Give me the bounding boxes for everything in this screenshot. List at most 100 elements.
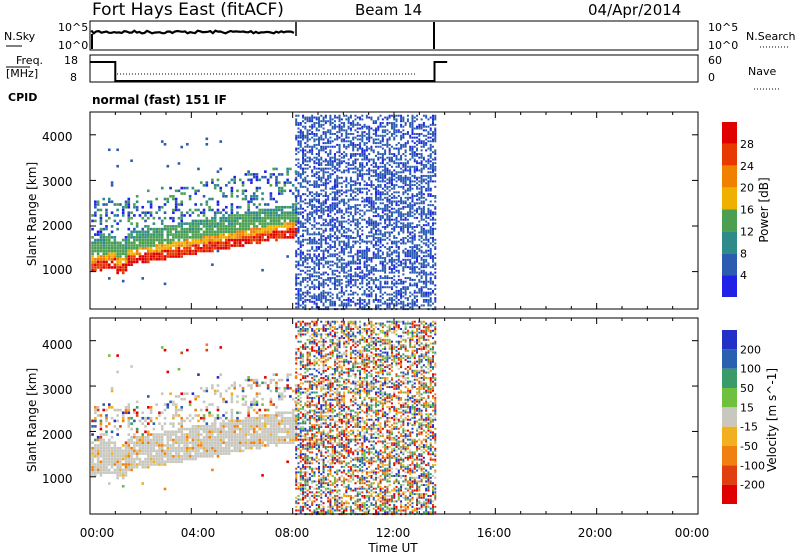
power-cell (340, 156, 343, 159)
power-cell (291, 192, 295, 195)
power-cell (138, 257, 142, 261)
power-cell (363, 289, 366, 292)
power-cell (318, 253, 320, 256)
power-cell (275, 167, 278, 171)
power-cell (395, 258, 398, 261)
power-cell (107, 148, 111, 152)
velocity-cell (152, 435, 156, 439)
power-cell (233, 241, 236, 245)
power-cell (327, 251, 330, 254)
power-cell (425, 220, 428, 223)
power-cell (349, 123, 352, 126)
power-cell (345, 235, 348, 238)
power-cell (327, 207, 330, 210)
power-cell (354, 165, 357, 168)
power-cell (299, 211, 302, 214)
power-cell (368, 176, 371, 179)
power-cell (395, 262, 398, 265)
power-cell (432, 218, 434, 221)
power-cell (327, 205, 330, 208)
power-cell (302, 158, 305, 161)
power-cell (429, 143, 432, 146)
power-cell (336, 229, 339, 232)
power-cell (400, 136, 403, 139)
power-cell (299, 182, 302, 185)
power-cell (338, 209, 341, 212)
velocity-cell (133, 411, 136, 415)
power-cell (359, 138, 362, 141)
power-cell (406, 227, 409, 230)
power-cell (294, 214, 298, 217)
power-cell (429, 229, 432, 232)
power-cell (418, 187, 421, 190)
power-cell (124, 238, 128, 242)
power-cell (377, 116, 380, 119)
power-cell (397, 207, 400, 210)
velocity-cell (99, 433, 103, 436)
power-cell (324, 224, 327, 227)
power-cell (409, 222, 412, 225)
power-cell (347, 169, 350, 172)
velocity-cell (110, 455, 114, 458)
power-cell (318, 116, 320, 119)
power-cell (370, 116, 373, 119)
velocity-cell (127, 422, 131, 425)
power-cell (395, 286, 398, 289)
power-cell (238, 233, 242, 236)
power-cell (379, 288, 382, 291)
power-cell (413, 260, 416, 263)
power-cell (422, 202, 425, 205)
power-cell (400, 174, 403, 177)
power-cell (180, 241, 184, 245)
power-cell (386, 216, 389, 219)
power-cell (261, 225, 264, 228)
power-cell (375, 295, 377, 298)
velocity-cell (113, 441, 117, 445)
velocity-cell (116, 471, 119, 474)
power-cell (320, 202, 323, 205)
power-cell (322, 258, 325, 261)
power-cell (327, 215, 330, 218)
power-cell (144, 241, 147, 245)
power-cell (359, 271, 362, 274)
power-cell (277, 219, 281, 223)
power-cell (295, 134, 298, 137)
power-cell (377, 138, 380, 141)
power-cell (322, 127, 325, 130)
power-cell (308, 165, 311, 168)
power-cell (297, 191, 300, 194)
power-cell (400, 120, 403, 123)
power-cell (361, 132, 364, 135)
power-cell (397, 158, 400, 161)
power-cell (386, 207, 389, 210)
power-cell (395, 196, 398, 199)
power-cell (338, 278, 341, 281)
power-cell (331, 173, 334, 176)
power-cell (411, 151, 414, 154)
power-cell (236, 244, 239, 247)
power-cell (352, 297, 355, 300)
power-cell (409, 182, 412, 185)
power-cell (393, 184, 396, 187)
power-cell (429, 253, 432, 256)
power-cell (135, 257, 139, 261)
velocity-cell (149, 419, 153, 423)
velocity-cell (127, 408, 131, 412)
power-cell (322, 200, 325, 203)
power-cell (205, 230, 209, 234)
power-cell (354, 207, 357, 210)
power-cell (130, 246, 133, 250)
velocity-cell (96, 465, 100, 469)
power-cell (336, 269, 339, 272)
power-cell (386, 255, 389, 258)
power-cell (427, 253, 430, 256)
power-cell (333, 185, 336, 188)
power-cell (340, 200, 343, 203)
power-cell (144, 255, 147, 258)
power-cell (188, 222, 192, 225)
power-cell (388, 202, 391, 205)
power-cell (318, 205, 320, 208)
power-cell (365, 169, 368, 172)
velocity-cell (158, 435, 161, 439)
power-cell (295, 255, 298, 258)
